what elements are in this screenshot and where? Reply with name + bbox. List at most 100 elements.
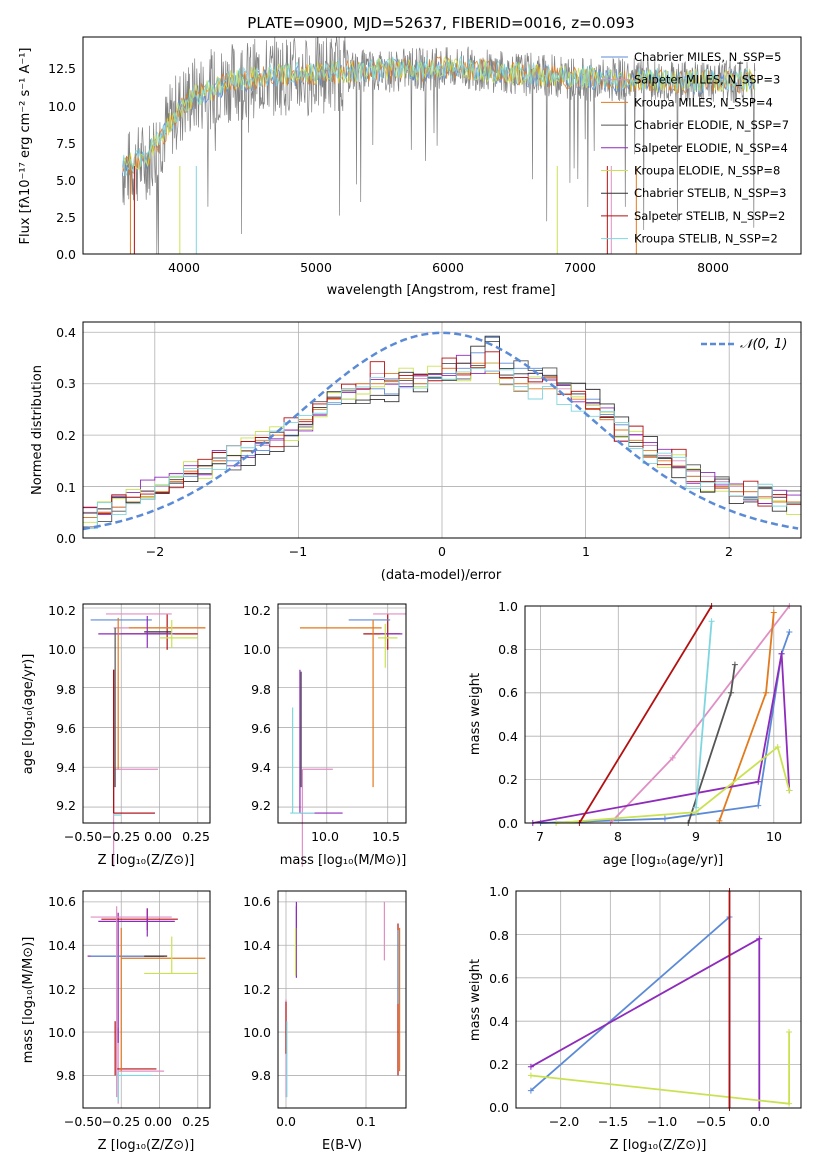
- mw-age-ylabel: mass weight: [468, 673, 483, 755]
- mw-z-ytick: 0.2: [489, 1057, 509, 1072]
- mass-z-xtick: −0.50: [64, 1114, 102, 1129]
- mw-age-ytick: 0.6: [498, 685, 518, 700]
- mass-z-xtick: 0.00: [144, 1114, 172, 1129]
- residuals-ytick: 0.4: [56, 325, 76, 340]
- spectrum-panel: PLATE=0900, MJD=52637, FIBERID=0016, z=0…: [18, 14, 802, 298]
- residuals-yticks: 0.0 0.1 0.2 0.3 0.4: [56, 325, 76, 546]
- mw-age-xlabel: age [log₁₀(age/yr)]: [603, 853, 724, 868]
- mass-weight-line: [718, 612, 775, 822]
- mass-ebv-frame: [277, 890, 407, 1109]
- residuals-panel: −2 −1 0 1 2 0.0 0.1 0.2 0.3 0.4 (data-mo…: [30, 321, 802, 583]
- spectrum-ytick: 10.0: [48, 99, 76, 114]
- legend-label: Chabrier MILES, N_SSP=5: [634, 50, 781, 64]
- mass-z-ytick: 10.6: [48, 894, 76, 909]
- mass-ebv-ytick: 10.6: [243, 894, 271, 909]
- mass-weight-line: [532, 653, 791, 824]
- mass-weight-marker: [786, 787, 793, 794]
- age-mass-xticks: 10.0 10.5: [311, 829, 400, 844]
- mw-age-ytick: 0.4: [498, 729, 518, 744]
- spectrum-xtick: 6000: [432, 260, 464, 275]
- residuals-xtick: 0: [438, 544, 446, 559]
- mass-weight-line: [530, 937, 761, 1108]
- mass-weight-marker: [786, 1100, 793, 1107]
- age-mass-xtick: 10.5: [372, 829, 400, 844]
- mass-z-ytick: 10.2: [48, 982, 76, 997]
- mass-weight-line: [556, 745, 791, 824]
- mw-z-frame: [515, 890, 802, 1109]
- spectrum-xtick: 8000: [697, 260, 729, 275]
- mass-z-ylabel: mass [log₁₀(M/M⊙)]: [21, 937, 36, 1064]
- mass-weight-line: [578, 605, 713, 824]
- age-z-ylabel: age [log₁₀(age/yr)]: [21, 654, 36, 775]
- age-z-ytick: 9.8: [56, 682, 76, 697]
- residuals-xlabel: (data-model)/error: [381, 568, 502, 583]
- age-z-yticks: 9.2 9.4 9.6 9.8 10.0 10.2: [48, 603, 76, 813]
- mass-weight-marker: [786, 629, 793, 636]
- mass-z-plot-area: [82, 891, 210, 1108]
- mw-z-ytick: 1.0: [489, 884, 509, 899]
- spectrum-ytick: 7.5: [56, 136, 76, 151]
- mass-z-ytick: 10.0: [48, 1025, 76, 1040]
- mass-weight-marker: [763, 689, 770, 696]
- residual-histogram: [82, 351, 802, 538]
- spectrum-ytick: 12.5: [48, 61, 76, 76]
- mass-weight-marker: [774, 744, 781, 751]
- mass-weight-marker: [755, 802, 762, 809]
- residuals-xticks: −2 −1 0 1 2: [146, 544, 733, 559]
- spectrum-xlabel: wavelength [Angstrom, rest frame]: [327, 283, 556, 298]
- mw-z-ytick: 0.0: [489, 1100, 509, 1115]
- age-z-plot-area: [82, 604, 210, 867]
- residuals-ytick: 0.0: [56, 531, 76, 546]
- residuals-xtick: −1: [289, 544, 307, 559]
- age-z-ytick: 10.0: [48, 642, 76, 657]
- legend-label: Chabrier STELIB, N_SSP=3: [634, 186, 786, 200]
- legend-label: Salpeter MILES, N_SSP=3: [634, 73, 780, 87]
- spectrum-yticks: 0.0 2.5 5.0 7.5 10.0 12.5: [48, 61, 76, 262]
- mass-ebv-xticks: 0.0 0.1: [276, 1114, 376, 1129]
- mass-weight-line: [695, 621, 713, 808]
- residuals-xtick: 2: [725, 544, 733, 559]
- mass-ebv-ytick: 10.4: [243, 938, 271, 953]
- residual-histogram: [82, 368, 802, 538]
- mass-weight-marker: [728, 689, 735, 696]
- mass-ebv-ytick: 10.2: [243, 982, 271, 997]
- spectrum-xtick: 5000: [300, 260, 332, 275]
- spectrum-plot-area: [122, 36, 756, 255]
- age-z-ytick: 9.2: [56, 798, 76, 813]
- mass-weight-line: [540, 631, 791, 824]
- mass-weight-marker: [731, 661, 738, 668]
- mass-z-yticks: 9.8 10.0 10.2 10.4 10.6: [48, 894, 76, 1083]
- age-z-xtick: 0.00: [144, 829, 172, 844]
- legend-label: Chabrier ELODIE, N_SSP=7: [634, 118, 789, 132]
- mw-z-ytick: 0.4: [489, 1014, 509, 1029]
- mw-age-frame: [524, 605, 802, 824]
- mw-age-ytick: 0.0: [498, 816, 518, 831]
- mass-weight-marker: [770, 609, 777, 616]
- mw-age-plot-area: [525, 603, 801, 826]
- age-mass-ytick: 9.4: [251, 760, 271, 775]
- legend-label: Kroupa STELIB, N_SSP=2: [634, 232, 778, 246]
- spectrum-ytick: 2.5: [56, 210, 76, 225]
- spectrum-ytick: 0.0: [56, 247, 76, 262]
- mw-z-xtick: 0.0: [750, 1114, 770, 1129]
- mass-weight-marker: [778, 650, 785, 657]
- mass-z-xtick: −0.25: [102, 1114, 140, 1129]
- residuals-xtick: 1: [582, 544, 590, 559]
- residuals-plot-area: [82, 322, 802, 538]
- model-spectrum-line: [122, 56, 756, 170]
- age-z-xtick: −0.25: [102, 829, 140, 844]
- mass-weight-marker: [693, 804, 700, 811]
- mw-z-panel: −2.0 −1.5 −1.0 −0.5 0.0 0.0 0.2 0.4 0.6 …: [468, 884, 802, 1153]
- age-mass-yticks: 9.2 9.4 9.6 9.8 10.0 10.2: [243, 603, 271, 813]
- legend-label: Kroupa ELODIE, N_SSP=8: [634, 164, 780, 178]
- age-z-panel: −0.50 −0.25 0.00 0.25 9.2 9.4 9.6 9.8 10…: [21, 603, 211, 868]
- mass-ebv-plot-area: [278, 891, 406, 1108]
- mass-z-xlabel: Z [log₁₀(Z/Z⊙)]: [98, 1138, 195, 1153]
- mass-z-ytick: 9.8: [56, 1068, 76, 1083]
- mw-age-xtick: 9: [692, 829, 700, 844]
- mass-weight-marker: [756, 935, 763, 942]
- mw-z-xtick: −0.5: [696, 1114, 726, 1129]
- mass-weight-marker: [669, 754, 676, 761]
- mw-age-xtick: 10: [766, 829, 782, 844]
